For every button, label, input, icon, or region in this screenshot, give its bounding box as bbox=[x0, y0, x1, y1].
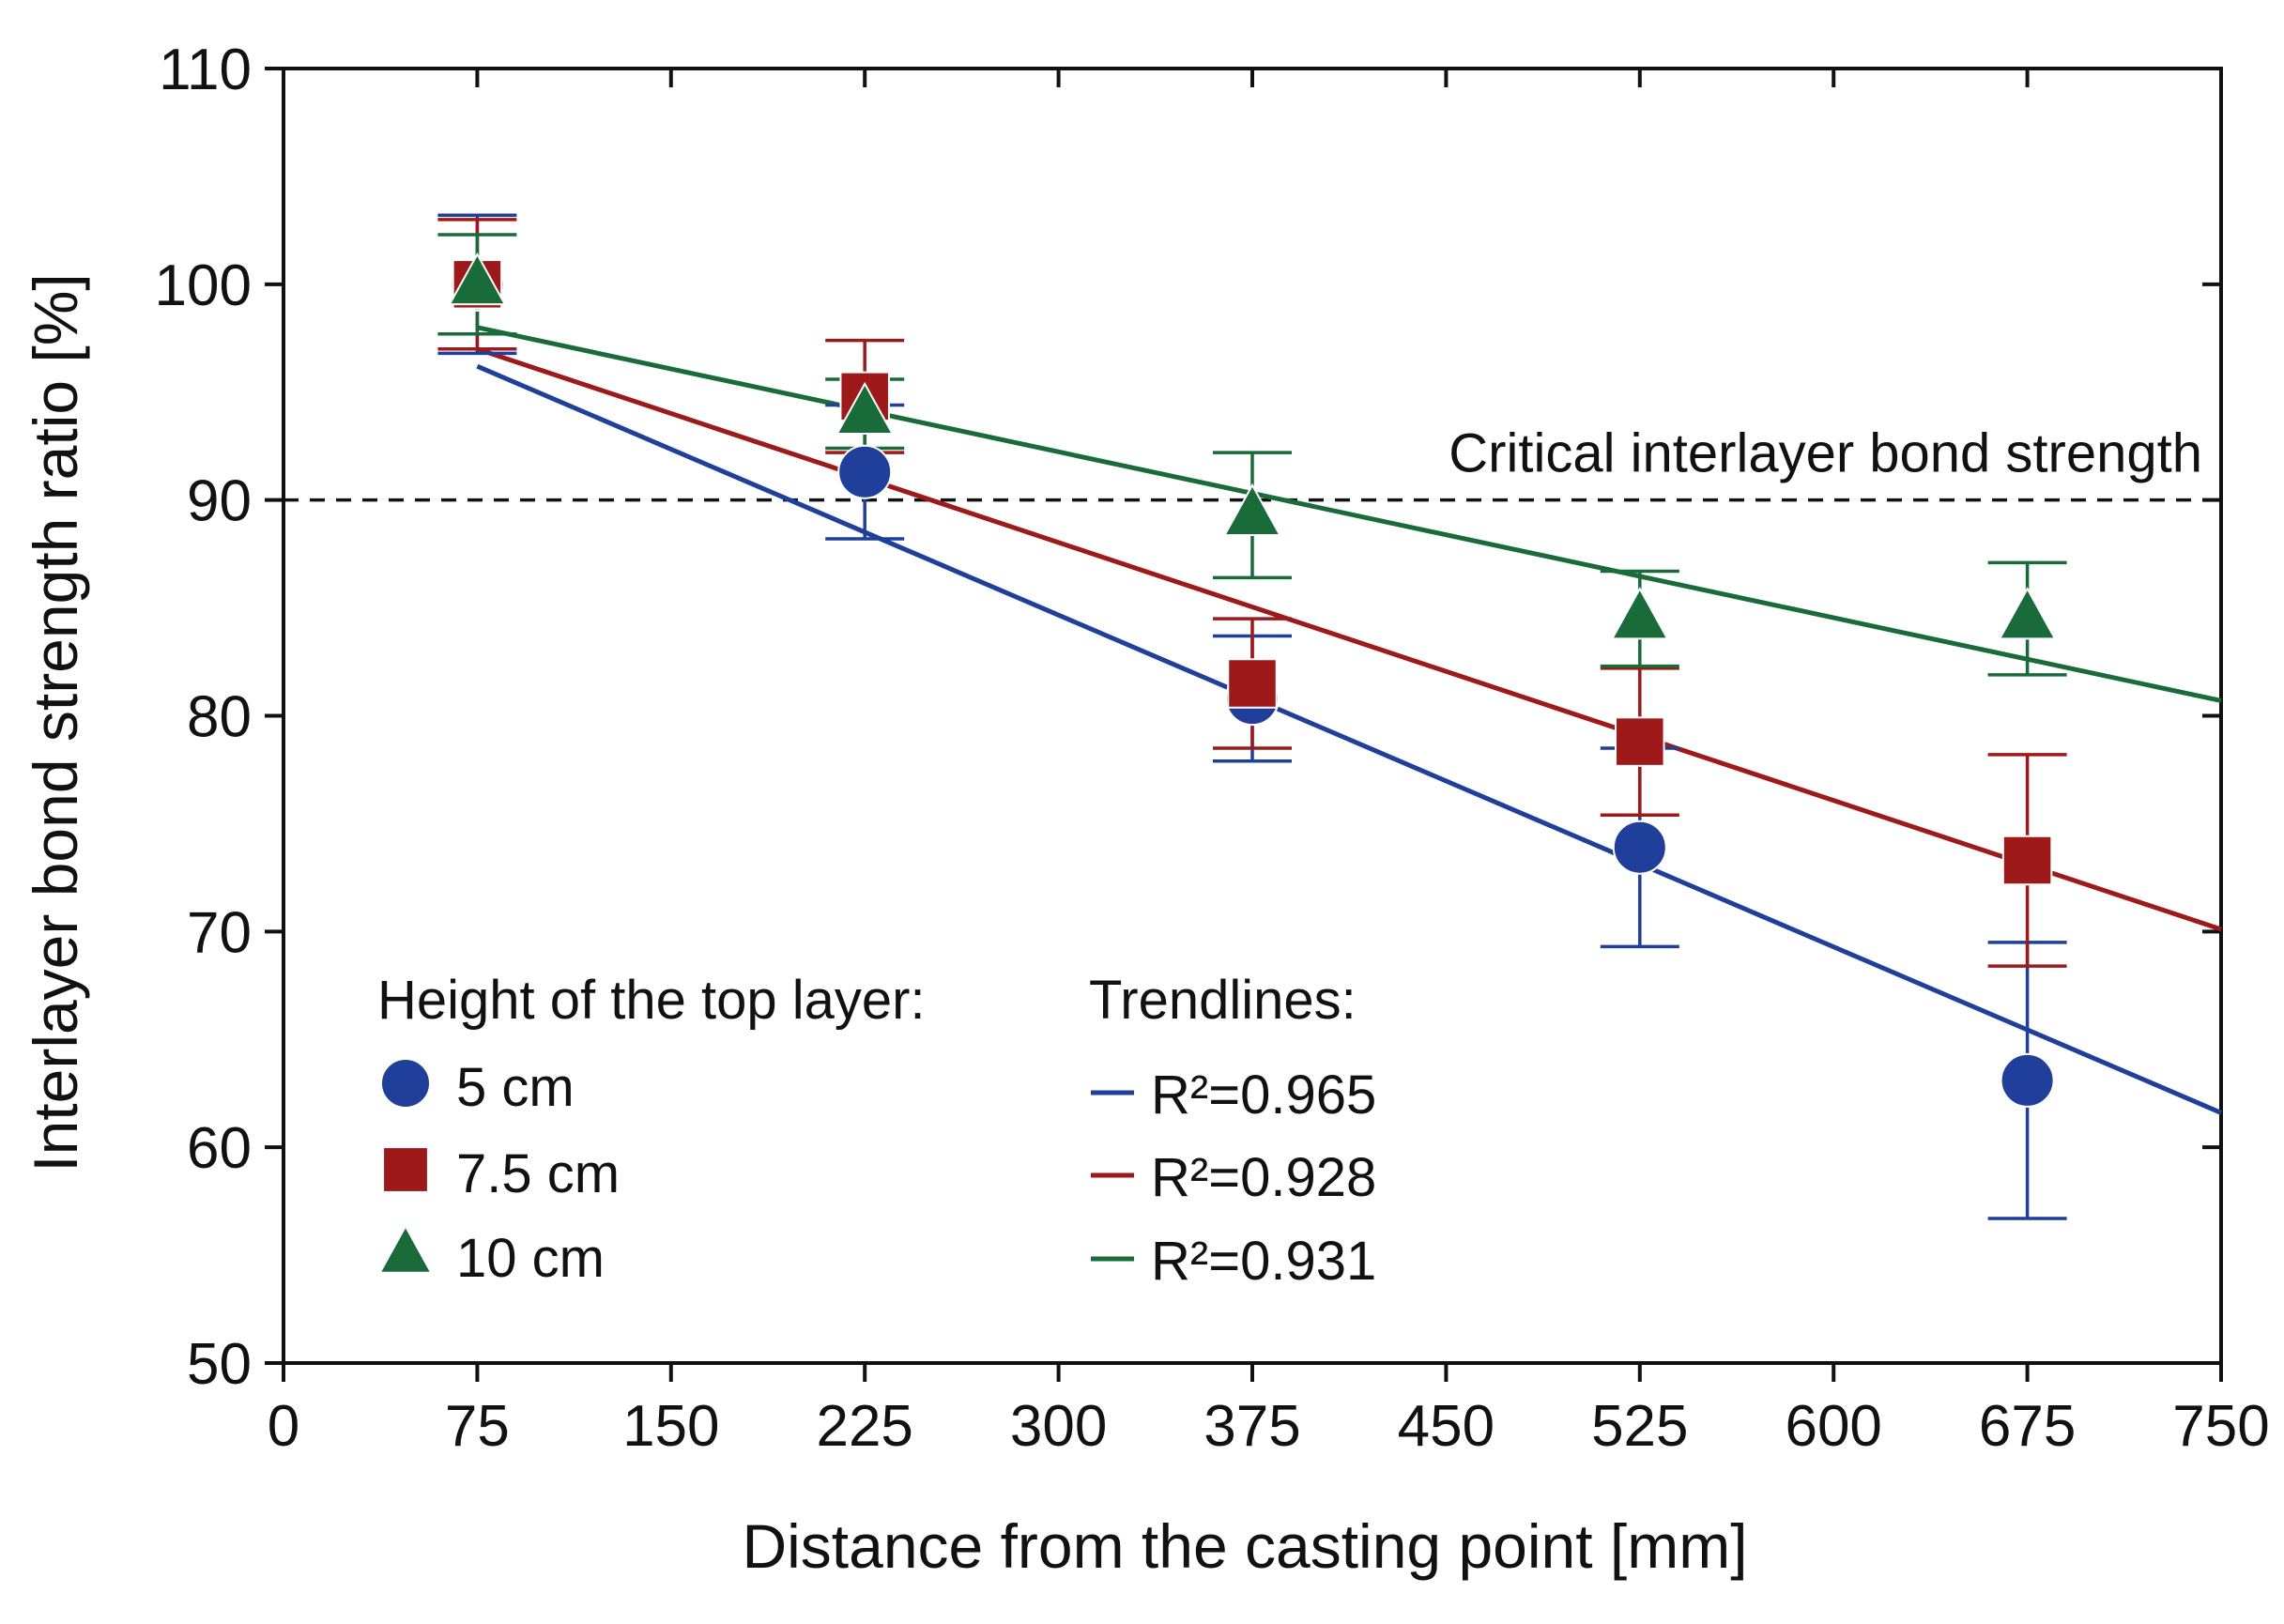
reference-line-label: Critical interlayer bond strength bbox=[1449, 423, 2202, 484]
data-markers bbox=[448, 252, 2057, 1108]
y-tick-label: 100 bbox=[155, 253, 252, 318]
x-tick-label: 150 bbox=[622, 1394, 719, 1459]
axes: 0 75 150 225 300 375 450 525 600 675 750 50 60 70 80 90… bbox=[155, 38, 2270, 1459]
data-point bbox=[2001, 835, 2053, 886]
legend-marker bbox=[380, 1058, 431, 1109]
legend-trendlines-title: Trendlines: bbox=[1089, 970, 1357, 1031]
data-point bbox=[1610, 587, 1669, 640]
legend-series-name: 5 cm bbox=[456, 1057, 575, 1118]
x-tick-label: 525 bbox=[1591, 1394, 1688, 1459]
x-tick-label: 0 bbox=[268, 1394, 299, 1459]
y-axis-title: Interlayer bond strength ratio [%] bbox=[21, 273, 90, 1172]
legend: Height of the top layer: 5 cm 7.5 cm 10 cm T… bbox=[377, 970, 1376, 1292]
data-point bbox=[835, 381, 895, 436]
legend-markers-title: Height of the top layer: bbox=[377, 970, 926, 1031]
trendlines bbox=[476, 325, 2222, 1115]
x-axis-title: Distance from the casting point [mm] bbox=[742, 1511, 1747, 1581]
y-tick-label: 70 bbox=[187, 900, 252, 965]
x-tick-label: 375 bbox=[1203, 1394, 1300, 1459]
legend-series-name: 7.5 cm bbox=[456, 1143, 620, 1204]
x-tick-label: 225 bbox=[816, 1394, 912, 1459]
trendline bbox=[476, 346, 2222, 932]
legend-trendline-label: R²=0.928 bbox=[1151, 1147, 1376, 1208]
x-tick-label: 75 bbox=[445, 1394, 510, 1459]
data-point bbox=[2000, 1052, 2055, 1108]
data-point bbox=[1222, 483, 1282, 537]
trendline bbox=[476, 363, 2222, 1115]
y-tick-label: 60 bbox=[187, 1116, 252, 1181]
reference-line-group: Critical interlayer bond strength bbox=[284, 423, 2221, 502]
data-point bbox=[1227, 658, 1278, 709]
legend-marker bbox=[378, 1224, 433, 1274]
data-point bbox=[448, 252, 507, 306]
trendline bbox=[476, 325, 2222, 703]
data-point bbox=[1612, 820, 1667, 875]
y-tick-label: 50 bbox=[187, 1332, 252, 1397]
legend-trendline-label: R²=0.931 bbox=[1151, 1231, 1376, 1292]
x-tick-label: 300 bbox=[1010, 1394, 1107, 1459]
y-tick-label: 90 bbox=[187, 469, 252, 534]
data-point bbox=[1615, 716, 1665, 767]
x-tick-label: 750 bbox=[2172, 1394, 2269, 1459]
x-tick-label: 450 bbox=[1398, 1394, 1495, 1459]
legend-series-name: 10 cm bbox=[456, 1228, 605, 1289]
y-tick-label: 80 bbox=[187, 685, 252, 750]
y-tick-label: 110 bbox=[159, 38, 252, 102]
data-point bbox=[1998, 587, 2057, 640]
x-tick-label: 675 bbox=[1979, 1394, 2076, 1459]
data-point bbox=[837, 444, 893, 499]
legend-trendline-label: R²=0.965 bbox=[1151, 1065, 1376, 1126]
x-tick-label: 600 bbox=[1785, 1394, 1881, 1459]
legend-marker bbox=[382, 1146, 429, 1193]
